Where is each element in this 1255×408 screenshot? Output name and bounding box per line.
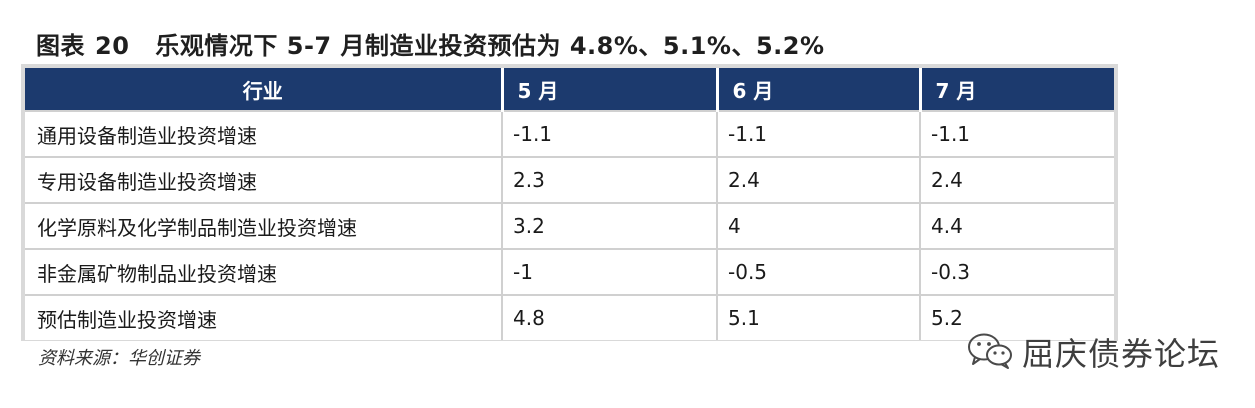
table-row: 专用设备制造业投资增速 2.3 2.4 2.4 xyxy=(25,156,1114,203)
header-july: 7 月 xyxy=(918,68,1114,111)
cell-may: 3.2 xyxy=(501,202,717,249)
row-label: 专用设备制造业投资增速 xyxy=(25,156,502,203)
table-frame: 行业 5 月 6 月 7 月 通用设备制造业投资增速 -1.1 -1.1 -1.… xyxy=(21,64,1118,341)
header-june: 6 月 xyxy=(715,68,920,111)
table-row: 通用设备制造业投资增速 -1.1 -1.1 -1.1 xyxy=(25,110,1114,157)
cell-june: 4 xyxy=(716,202,920,249)
table-row: 预估制造业投资增速 4.8 5.1 5.2 xyxy=(25,294,1114,340)
header-industry: 行业 xyxy=(25,68,502,111)
cell-may: 2.3 xyxy=(501,156,717,203)
cell-may: 4.8 xyxy=(501,294,717,340)
cell-may: -1 xyxy=(501,248,717,295)
row-label: 预估制造业投资增速 xyxy=(25,294,502,340)
cell-july: 2.4 xyxy=(919,156,1114,203)
cell-june: 2.4 xyxy=(716,156,920,203)
table-row: 非金属矿物制品业投资增速 -1 -0.5 -0.3 xyxy=(25,248,1114,295)
cell-july: 4.4 xyxy=(919,202,1114,249)
watermark: 屈庆债券论坛 xyxy=(966,330,1220,374)
figure-title-text: 乐观情况下 5-7 月制造业投资预估为 4.8%、5.1%、5.2% xyxy=(155,32,825,60)
table-header-row: 行业 5 月 6 月 7 月 xyxy=(25,68,1114,111)
cell-june: -0.5 xyxy=(716,248,920,295)
header-may: 5 月 xyxy=(500,68,717,111)
cell-july: -1.1 xyxy=(919,110,1114,157)
data-table: 行业 5 月 6 月 7 月 通用设备制造业投资增速 -1.1 -1.1 -1.… xyxy=(25,68,1114,340)
cell-may: -1.1 xyxy=(501,110,717,157)
figure-label: 图表 xyxy=(36,32,85,60)
watermark-text: 屈庆债券论坛 xyxy=(1022,335,1221,373)
cell-july: -0.3 xyxy=(919,248,1114,295)
cell-june: 5.1 xyxy=(716,294,920,340)
wechat-icon xyxy=(966,330,1022,374)
cell-july: 5.2 xyxy=(919,294,1114,340)
row-label: 化学原料及化学制品制造业投资增速 xyxy=(25,202,502,249)
figure-title: 图表 20 乐观情况下 5-7 月制造业投资预估为 4.8%、5.1%、5.2% xyxy=(36,26,825,61)
source-note: 资料来源：华创证券 xyxy=(38,348,200,369)
row-label: 非金属矿物制品业投资增速 xyxy=(25,248,502,295)
cell-june: -1.1 xyxy=(716,110,920,157)
table-row: 化学原料及化学制品制造业投资增速 3.2 4 4.4 xyxy=(25,202,1114,249)
row-label: 通用设备制造业投资增速 xyxy=(25,110,502,157)
figure-number: 20 xyxy=(95,32,130,60)
